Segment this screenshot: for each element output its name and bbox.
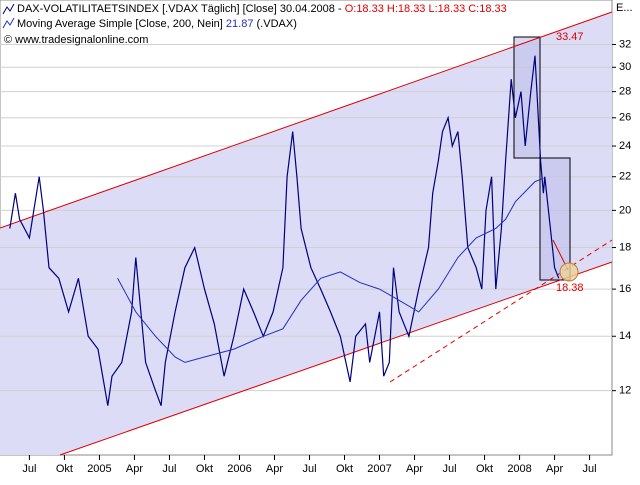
y-tick-label: 18 bbox=[619, 241, 631, 253]
series-line bbox=[117, 177, 544, 363]
series-lines bbox=[9, 55, 560, 406]
legend-icon bbox=[2, 17, 15, 29]
y-tick-label: 24 bbox=[619, 140, 631, 152]
x-tick-label: Okt bbox=[56, 463, 73, 475]
range-box bbox=[513, 36, 541, 159]
x-tick-label: Apr bbox=[546, 463, 563, 475]
legend-suffix: (.VDAX) bbox=[257, 18, 297, 30]
x-tick-label: Okt bbox=[336, 463, 353, 475]
legend-entry: Moving Average Simple [Close, 200, Nein]… bbox=[17, 18, 297, 30]
y-tick-label: 14 bbox=[619, 330, 631, 342]
y-tick-label: 22 bbox=[619, 171, 631, 183]
legend-name: Moving Average Simple [Close, 200, Nein] bbox=[17, 18, 223, 30]
series-line bbox=[9, 55, 560, 406]
y-tick-label: 26 bbox=[619, 112, 631, 124]
x-tick-label: Jul bbox=[443, 463, 457, 475]
annotation: 18.38 bbox=[556, 282, 584, 294]
range-box bbox=[539, 157, 571, 281]
legend-value: 21.87 bbox=[226, 18, 254, 30]
target-circle bbox=[559, 262, 579, 282]
x-tick-label: Okt bbox=[476, 463, 493, 475]
legend-ohlc: O:18.33 H:18.33 L:18.33 C:18.33 bbox=[345, 3, 507, 15]
legend-entry: DAX-VOLATILITAETSINDEX [.VDAX Täglich] [… bbox=[17, 3, 507, 15]
y-tick-label: 20 bbox=[619, 204, 631, 216]
x-tick-label: Apr bbox=[126, 463, 143, 475]
channel-lower bbox=[59, 261, 613, 456]
x-tick-label: Okt bbox=[196, 463, 213, 475]
x-tick-label: 2005 bbox=[87, 463, 111, 475]
x-tick-label: Jul bbox=[583, 463, 597, 475]
copyright: © www.tradesignalonline.com bbox=[4, 34, 148, 46]
legend-title: DAX-VOLATILITAETSINDEX [.VDAX Täglich] [… bbox=[17, 3, 342, 15]
y-tick-label: 30 bbox=[619, 61, 631, 73]
y-tick-label: 28 bbox=[619, 86, 631, 98]
x-tick-label: 2007 bbox=[367, 463, 391, 475]
annotation: 33.47 bbox=[556, 31, 584, 43]
x-tick-label: 2006 bbox=[227, 463, 251, 475]
channel-dashed bbox=[389, 239, 613, 383]
x-tick-label: 2008 bbox=[507, 463, 531, 475]
channel-upper bbox=[0, 11, 613, 229]
x-tick-label: Jul bbox=[22, 463, 36, 475]
x-tick-label: Apr bbox=[406, 463, 423, 475]
corner-label: E... bbox=[616, 2, 633, 14]
legend-icon bbox=[2, 3, 15, 15]
y-tick-label: 12 bbox=[619, 385, 631, 397]
x-tick-label: Jul bbox=[162, 463, 176, 475]
y-tick-label: 32 bbox=[619, 38, 631, 50]
channel-fill bbox=[0, 12, 612, 455]
y-tick-label: 16 bbox=[619, 283, 631, 295]
x-tick-label: Apr bbox=[266, 463, 283, 475]
x-tick-label: Jul bbox=[302, 463, 316, 475]
